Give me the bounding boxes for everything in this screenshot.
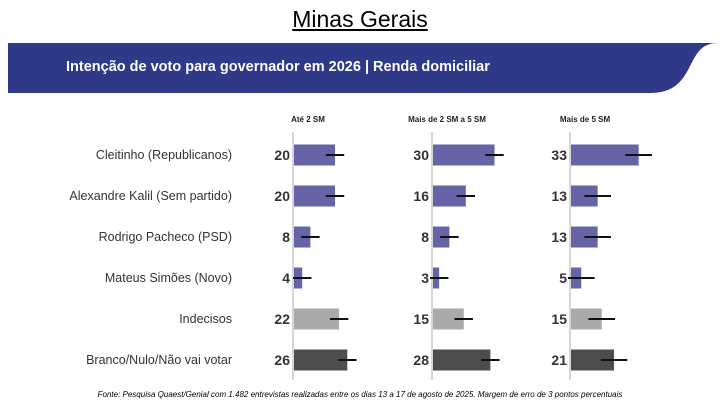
data-label: 21	[551, 352, 567, 368]
row-label: Alexandre Kalil (Sem partido)	[69, 189, 232, 203]
data-label: 3	[421, 270, 429, 286]
row-label: Mateus Simões (Novo)	[104, 271, 232, 285]
bar	[433, 144, 495, 166]
data-label: 4	[282, 270, 290, 286]
chart-subtitle: Intenção de voto para governador em 2026…	[66, 59, 490, 75]
data-label: 15	[551, 311, 567, 327]
bar	[433, 349, 491, 371]
bar-chart: 20 20 8 4 22 26 30 16 8 3 15 28 33 13 13 5 15 21	[274, 132, 652, 380]
bar	[294, 308, 340, 330]
data-label: 13	[551, 229, 567, 245]
bar	[571, 144, 639, 166]
row-label: Cleitinho (Republicanos)	[95, 148, 232, 162]
data-label: 8	[421, 229, 429, 245]
data-label: 16	[413, 188, 429, 204]
bar	[294, 144, 335, 166]
data-label: 30	[413, 147, 429, 163]
source-note: Fonte: Pesquisa Quaest/Genial com 1.482 …	[97, 390, 623, 399]
bar	[571, 308, 602, 330]
row-label: Rodrigo Pacheco (PSD)	[98, 230, 232, 244]
data-label: 20	[274, 188, 290, 204]
data-label: 20	[274, 147, 290, 163]
page-title: Minas Gerais	[292, 6, 428, 32]
bar	[571, 349, 615, 371]
bar	[294, 349, 348, 371]
data-label: 22	[274, 311, 290, 327]
data-label: 26	[274, 352, 290, 368]
data-label: 28	[413, 352, 429, 368]
column-header: Mais de 5 SM	[559, 115, 611, 124]
bar	[433, 308, 464, 330]
row-label: Branco/Nulo/Não vai votar	[86, 353, 232, 367]
data-label: 13	[551, 188, 567, 204]
header-banner	[8, 43, 720, 93]
column-header: Mais de 2 SM a 5 SM	[408, 115, 486, 124]
row-label: Indecisos	[179, 312, 232, 326]
bar	[433, 185, 466, 207]
data-label: 15	[413, 311, 429, 327]
data-label: 8	[282, 229, 290, 245]
column-header: Até 2 SM	[291, 115, 325, 124]
data-label: 5	[559, 270, 567, 286]
bar	[294, 185, 335, 207]
data-label: 33	[551, 147, 567, 163]
